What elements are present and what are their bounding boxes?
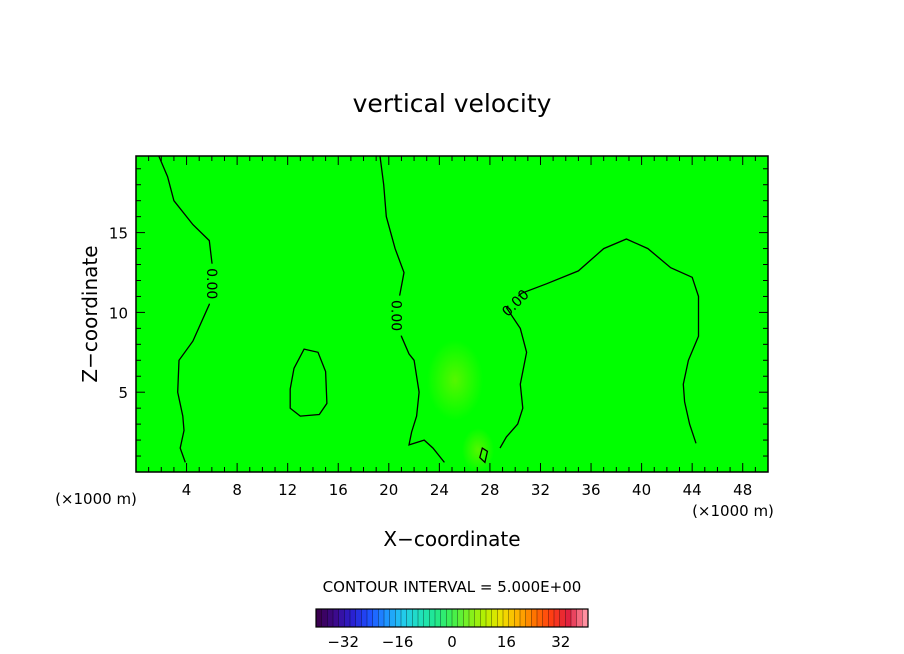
colorbar-tick-label: 32 [551, 633, 570, 651]
colorbar-cell [491, 609, 498, 627]
colorbar-cell [372, 609, 379, 627]
y-tick-label: 10 [109, 304, 128, 322]
colorbar-cell [457, 609, 464, 627]
x-tick-label: 28 [480, 481, 499, 499]
x-tick-label: 36 [581, 481, 600, 499]
colorbar-cell [497, 609, 504, 627]
contour-line [289, 348, 328, 417]
colorbar-cell [503, 609, 509, 627]
colorbar-cell [367, 609, 373, 627]
colorbar-cell [355, 609, 362, 627]
colorbar-cell [508, 609, 515, 627]
colorbar-cell [327, 609, 334, 627]
colorbar-cell [350, 609, 356, 627]
y-tick-label: 15 [109, 225, 128, 243]
contour-interval-text: CONTOUR INTERVAL = 5.000E+00 [323, 578, 582, 596]
colorbar-cell [576, 609, 583, 627]
y-axis-label: Z−coordinate [78, 245, 102, 382]
colorbar-cell [531, 609, 538, 627]
y-tick-label: 5 [118, 384, 128, 402]
colorbar-cell [514, 609, 521, 627]
colorbar-cell [401, 609, 407, 627]
field-anomaly [427, 340, 483, 420]
y-tick-labels: 5 10 15 [109, 225, 128, 403]
colorbar-cell [480, 609, 487, 627]
contour-line [499, 307, 528, 449]
contour-line [379, 155, 445, 463]
colorbar-cell [559, 609, 566, 627]
colorbar-cell [344, 609, 351, 627]
colorbar-tick-labels: −32 −16 0 16 32 [327, 633, 570, 651]
colorbar-cell [395, 609, 402, 627]
chart-title: vertical velocity [353, 89, 552, 118]
x-tick-label: 44 [683, 481, 702, 499]
plot-area: 0.000.00 0.00 [135, 155, 769, 473]
x-tick-label: 40 [632, 481, 651, 499]
axis-ticks [136, 156, 768, 472]
colorbar-cell [435, 609, 441, 627]
colorbar-cell [333, 609, 339, 627]
colorbar-cell [548, 609, 555, 627]
x-tick-label: 16 [329, 481, 348, 499]
colorbar-cell [525, 609, 532, 627]
contour-label-background [496, 283, 535, 322]
x-tick-label: 32 [531, 481, 550, 499]
contour-lines [158, 155, 700, 464]
colorbar-cell [446, 609, 453, 627]
colorbar-cell [554, 609, 560, 627]
colorbar-cell [463, 609, 470, 627]
colorbar-cell [571, 609, 577, 627]
contour-labels: 0.000.00 0.00 [203, 263, 535, 336]
colorbar-cell [565, 609, 572, 627]
colorbar-cell [474, 609, 481, 627]
x-unit-left: (×1000 m) [55, 490, 137, 508]
x-tick-label: 48 [733, 481, 752, 499]
contour-line [479, 447, 489, 464]
colorbar-cell [542, 609, 549, 627]
contour-line [158, 155, 214, 463]
contour-label-background [389, 295, 404, 336]
contour-label-background [204, 263, 219, 304]
colorbar-tick-label: 0 [447, 633, 457, 651]
contour-line [505, 238, 700, 444]
colorbar-cell [537, 609, 543, 627]
colorbar-cell [452, 609, 458, 627]
colorbar-cell [384, 609, 390, 627]
colorbar-cell [406, 609, 413, 627]
contour-label: 0.00 [387, 300, 403, 331]
colorbar-cell [440, 609, 447, 627]
x-tick-label: 4 [182, 481, 192, 499]
colorbar-cell [321, 609, 328, 627]
colorbar-cell [418, 609, 424, 627]
x-tick-label: 20 [379, 481, 398, 499]
colorbar-cell [361, 609, 368, 627]
contour-label: 0.00 [203, 268, 219, 299]
colorbar-tick-label: −32 [327, 633, 359, 651]
colorbar-cell [378, 609, 385, 627]
x-unit-right: (×1000 m) [692, 502, 774, 520]
x-axis-label: X−coordinate [383, 527, 520, 551]
colorbar-cell [412, 609, 419, 627]
x-tick-label: 12 [278, 481, 297, 499]
field-anomaly [462, 428, 494, 472]
colorbar-cell [520, 609, 526, 627]
x-tick-label: 8 [232, 481, 242, 499]
plot-frame [135, 155, 769, 473]
colorbar-cell [582, 609, 589, 627]
colorbar-tick-label: 16 [497, 633, 516, 651]
x-tick-labels: 4 8 12 16 20 24 28 32 36 40 44 48 [182, 481, 752, 499]
colorbar-cell [423, 609, 430, 627]
x-tick-label: 24 [430, 481, 449, 499]
colorbar-cell [389, 609, 396, 627]
colorbar-frame [315, 608, 589, 628]
colorbar-cell [469, 609, 475, 627]
field-background [136, 156, 768, 472]
colorbar-cell [486, 609, 492, 627]
colorbar [315, 608, 589, 628]
colorbar-cell [338, 609, 345, 627]
colorbar-tick-label: −16 [382, 633, 414, 651]
colorbar-cell [316, 609, 322, 627]
colorbar-cell [429, 609, 436, 627]
